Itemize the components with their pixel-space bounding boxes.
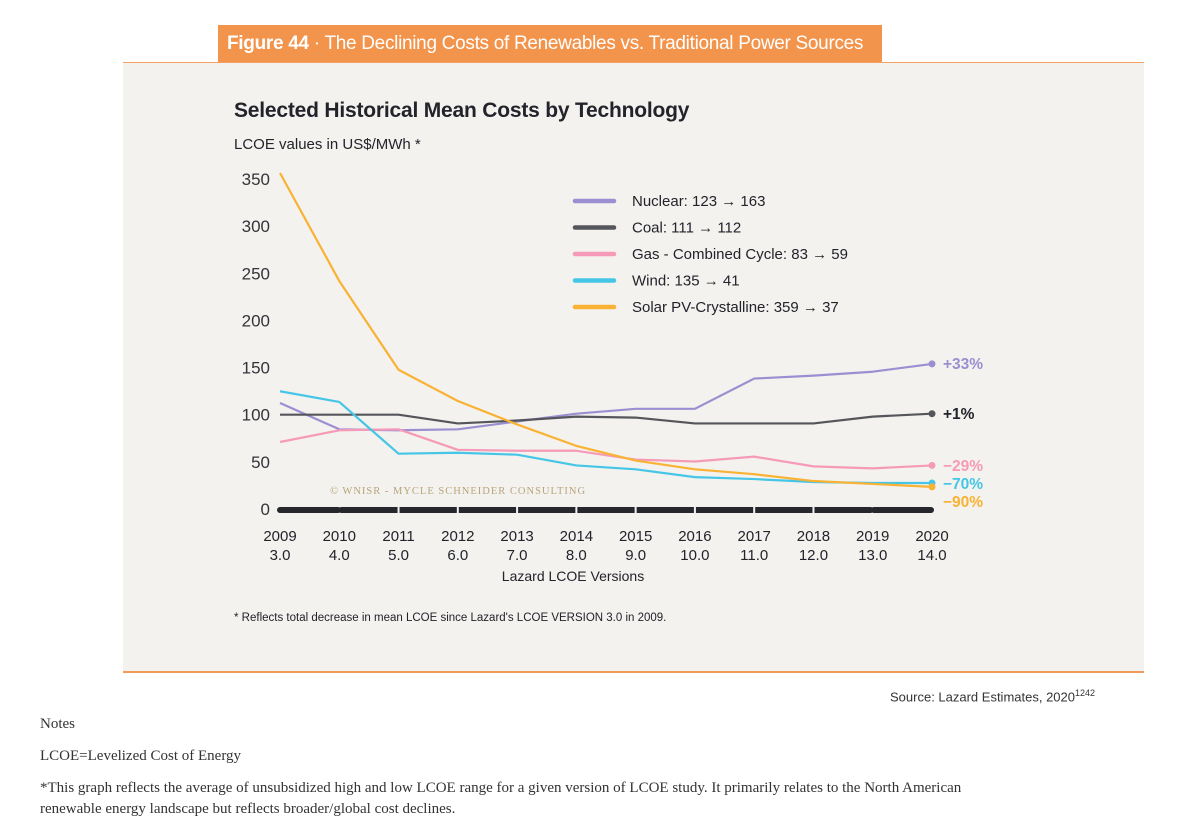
- series-end-marker-gas-combined-cycle: [928, 461, 936, 469]
- y-tick-label: 50: [251, 453, 270, 472]
- y-axis-label: LCOE values in US$/MWh *: [234, 136, 421, 153]
- x-tick-version: 4.0: [329, 547, 350, 564]
- y-tick-label: 250: [242, 264, 270, 283]
- x-tick-version: 6.0: [447, 547, 468, 564]
- x-tick-year: 2010: [323, 528, 356, 545]
- x-tick-year: 2015: [619, 528, 652, 545]
- x-axis-label: Lazard LCOE Versions: [502, 568, 644, 584]
- legend-entry: Nuclear: 123 → 163: [632, 193, 765, 210]
- x-tick-year: 2020: [915, 528, 948, 545]
- y-tick-label: 350: [242, 170, 270, 189]
- x-tick-year: 2016: [678, 528, 711, 545]
- x-tick-version: 12.0: [799, 547, 828, 564]
- y-tick-label: 300: [242, 217, 270, 236]
- y-tick-label: 100: [242, 406, 270, 425]
- source-ref: 1242: [1075, 688, 1096, 698]
- figure-title: The Declining Costs of Renewables vs. Tr…: [324, 33, 864, 54]
- x-tick-version: 5.0: [388, 547, 409, 564]
- chart-title: Selected Historical Mean Costs by Techno…: [234, 99, 690, 122]
- notes-heading: Notes: [40, 716, 75, 732]
- x-tick-year: 2012: [441, 528, 474, 545]
- series-change-label-coal: +1%: [943, 406, 975, 423]
- x-tick-version: 13.0: [858, 547, 887, 564]
- legend-entry: Solar PV-Crystalline: 359 → 37: [632, 299, 839, 316]
- x-tick-year: 2017: [737, 528, 770, 545]
- series-end-marker-nuclear: [928, 360, 936, 368]
- notes-line-1: *This graph reflects the average of unsu…: [40, 780, 962, 796]
- x-tick-year: 2019: [856, 528, 889, 545]
- legend-entry: Coal: 111 → 112: [632, 220, 741, 237]
- figure-separator: ·: [308, 33, 325, 54]
- x-tick-version: 8.0: [566, 547, 587, 564]
- x-tick-year: 2018: [797, 528, 830, 545]
- figure-number: Figure 44: [227, 33, 309, 54]
- figure-panel: [123, 62, 1144, 673]
- y-tick-label: 0: [261, 500, 270, 519]
- series-end-marker-coal: [928, 410, 936, 418]
- x-tick-version: 7.0: [507, 547, 528, 564]
- series-change-label-nuclear: +33%: [943, 356, 983, 373]
- x-tick-version: 9.0: [625, 547, 646, 564]
- x-tick-version: 14.0: [917, 547, 946, 564]
- series-line-solar-pv-crystalline: [279, 172, 933, 488]
- series-end-marker-solar-pv-crystalline: [928, 483, 936, 491]
- series-line-gas-combined-cycle: [279, 428, 933, 470]
- series-change-label-solar-pv-crystalline: −90%: [943, 494, 983, 511]
- notes-line-lcoe: LCOE=Levelized Cost of Energy: [40, 748, 242, 764]
- x-tick-version: 3.0: [270, 547, 291, 564]
- source-text: Source: Lazard Estimates, 2020: [890, 689, 1075, 705]
- x-tick-year: 2011: [382, 528, 414, 545]
- x-tick-version: 10.0: [680, 547, 709, 564]
- watermark: © WNISR - MYCLE SCHNEIDER CONSULTING: [330, 486, 586, 497]
- notes-line-2: renewable energy landscape but reflects …: [40, 801, 456, 817]
- chart-footnote: * Reflects total decrease in mean LCOE s…: [234, 612, 667, 624]
- x-tick-version: 11.0: [740, 547, 768, 564]
- y-tick-label: 200: [242, 311, 270, 330]
- source-citation: Source: Lazard Estimates, 20201242: [890, 688, 1095, 704]
- x-tick-year: 2009: [263, 528, 296, 545]
- series-line-wind: [279, 390, 932, 485]
- x-tick-year: 2013: [500, 528, 533, 545]
- series-line-coal: [280, 412, 933, 425]
- x-tick-year: 2014: [560, 528, 593, 545]
- series-change-label-wind: −70%: [943, 476, 983, 493]
- legend-entry: Gas - Combined Cycle: 83 → 59: [632, 246, 848, 263]
- legend-entry: Wind: 135 → 41: [632, 273, 740, 290]
- figure-header: Figure 44 · The Declining Costs of Renew…: [218, 25, 882, 62]
- series-change-label-gas-combined-cycle: −29%: [943, 458, 983, 475]
- y-tick-label: 150: [242, 359, 270, 378]
